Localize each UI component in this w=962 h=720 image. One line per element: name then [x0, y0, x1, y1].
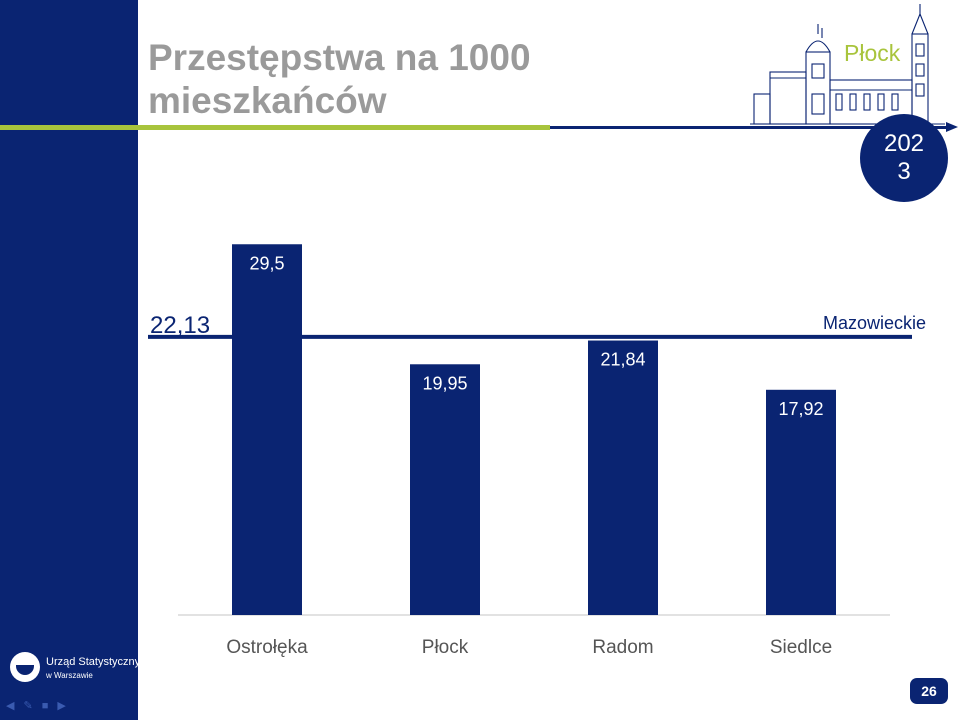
screen-icon[interactable]: ■	[41, 700, 49, 712]
arrow-left-icon[interactable]: ◀	[6, 700, 15, 712]
reference-value-label: 22,13	[150, 312, 210, 339]
city-label: Płock	[844, 40, 901, 66]
title-line-1: Przestępstwa na 1000	[148, 37, 531, 78]
year-badge: 2023	[860, 114, 948, 202]
title-rule-arrow-line	[550, 126, 950, 129]
gus-logo: Urząd Statystyczny w Warszawie	[8, 650, 141, 690]
bar	[588, 340, 658, 615]
x-tick-label: Radom	[592, 637, 653, 658]
year-label: 2023	[883, 130, 925, 185]
logo-line2: w Warszawie	[46, 671, 93, 680]
bar	[766, 389, 836, 615]
bar-chart: 29,5 Ostrołęka 19,95 Płock 21,84 Radom 17,92 Si…	[148, 244, 926, 658]
x-tick-label: Płock	[422, 637, 469, 658]
slide-title: Przestępstwa na 1000 mieszkańców	[148, 36, 531, 122]
x-tick-label: Siedlce	[770, 637, 832, 658]
arrow-head-icon	[946, 122, 958, 132]
title-rule-accent	[0, 125, 550, 130]
logo-emblem-icon	[10, 652, 40, 682]
arrow-right-icon[interactable]: ▶	[57, 700, 66, 712]
logo-line1: Urząd Statystyczny	[46, 656, 141, 668]
title-line-2: mieszkańców	[148, 80, 387, 121]
sidebar: Urząd Statystyczny w Warszawie ◀ ✎ ■ ▶	[0, 0, 141, 720]
pencil-icon[interactable]: ✎	[23, 700, 33, 712]
reference-line-label: Mazowieckie	[823, 313, 926, 333]
bar	[410, 364, 480, 615]
bar-value-label: 21,84	[600, 350, 645, 370]
slide-navigation: ◀ ✎ ■ ▶	[6, 700, 66, 712]
bar-value-label: 17,92	[778, 399, 823, 419]
x-tick-label: Ostrołęka	[226, 637, 308, 658]
bar-value-label: 19,95	[422, 373, 467, 393]
bar-value-label: 29,5	[249, 253, 284, 273]
bar	[232, 244, 302, 615]
cathedral-icon	[750, 4, 945, 125]
page-number: 26	[910, 678, 948, 704]
